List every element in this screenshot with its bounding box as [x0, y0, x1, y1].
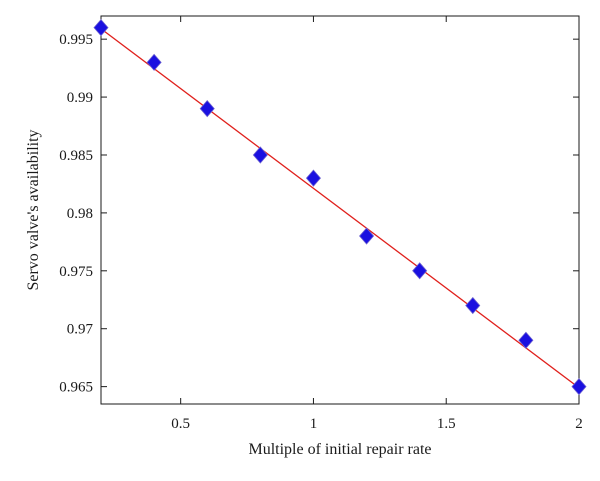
data-point [518, 331, 534, 349]
data-point [252, 146, 268, 164]
y-tick-label: 0.985 [59, 148, 93, 164]
y-axis-title: Servo valve's availability [25, 129, 42, 290]
data-point [199, 100, 215, 118]
x-axis: 0.5 1 1.5 2 [171, 16, 583, 432]
data-point [571, 378, 587, 396]
plot-area [100, 15, 580, 405]
y-tick-label: 0.98 [67, 206, 93, 222]
data-point [465, 296, 481, 315]
data-point [146, 53, 162, 71]
x-tick-label: 0.5 [171, 416, 190, 432]
y-axis: 0.965 0.97 0.975 0.98 0.985 0.99 0.995 [59, 32, 579, 396]
x-axis-title: Multiple of initial repair rate [248, 441, 431, 458]
y-tick-label: 0.99 [67, 90, 93, 106]
data-points-layer [93, 18, 587, 396]
x-tick-label: 1 [310, 416, 318, 432]
y-tick-label: 0.975 [59, 264, 93, 280]
y-tick-label: 0.995 [59, 32, 93, 48]
fit-line-layer [100, 28, 580, 389]
data-point [359, 227, 375, 245]
data-point [412, 262, 428, 280]
y-tick-label: 0.965 [59, 380, 93, 396]
fit-line [100, 28, 580, 389]
x-tick-label: 2 [575, 416, 583, 432]
data-point [93, 18, 109, 37]
data-point [305, 169, 321, 187]
x-tick-label: 1.5 [437, 416, 456, 432]
y-tick-label: 0.97 [67, 322, 94, 338]
